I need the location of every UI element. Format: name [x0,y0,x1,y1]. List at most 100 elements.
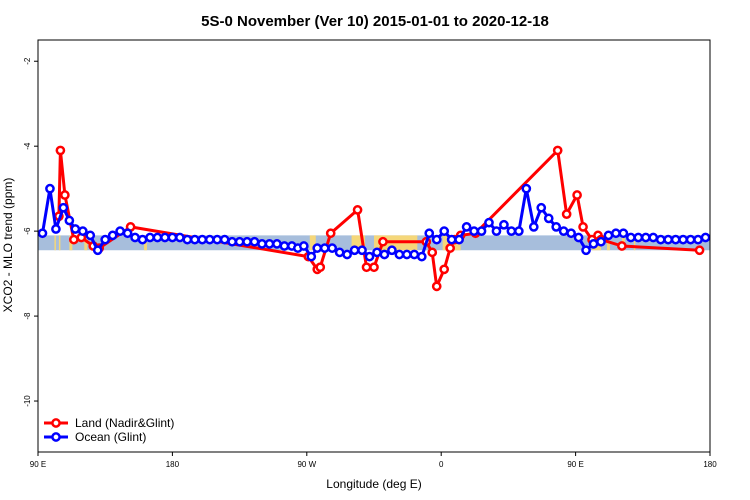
series-1-point-74 [581,245,591,256]
series-0-point-18 [431,281,442,292]
series-1-point-82 [640,232,651,243]
series-1-point-47 [379,249,390,260]
series-1-point-17 [160,232,170,243]
series-1-point-45 [364,251,375,262]
series-1-point-64 [506,226,517,236]
series-1-point-50 [402,249,412,260]
series-0-point-3 [68,234,79,245]
legend: Land (Nadir&Glint)Ocean (Glint) [44,416,174,444]
series-1-point-18 [167,232,178,243]
series-1-point-32 [272,239,282,249]
series-1-point-62 [491,226,502,236]
series-1-point-66 [521,183,532,194]
series-1-point-88 [685,234,696,245]
series-1-point-75 [588,239,599,249]
series-0-point-1 [55,145,66,156]
x-axis-title: Longitude (deg E) [326,477,421,491]
series-1-point-53 [424,228,435,239]
x-tick-label-1: 180 [166,460,180,469]
series-1-point-71 [558,226,569,236]
series-1-point-21 [189,234,200,245]
series-0-point-12 [352,205,363,215]
series-0-point-31 [617,241,627,251]
series-1-point-43 [349,245,360,256]
series-1-point-39 [319,243,330,253]
series-1-point-89 [693,234,703,245]
legend-marker-1 [51,432,61,442]
series-1-point-81 [633,232,644,243]
series-0-point-32 [694,245,705,256]
series-0-point-11 [325,228,336,239]
y-tick-label-3: -4 [23,142,32,150]
series-1-point-79 [618,228,629,239]
series-1-point-23 [204,234,215,245]
series-0-point-2 [60,190,70,200]
series-1-point-63 [499,219,509,230]
plot-frame [37,39,711,453]
series-1-point-84 [655,234,666,245]
series-layer [37,145,711,292]
series-1-point-24 [212,234,223,245]
series-0-point-27 [578,222,588,232]
series-1-point-5 [70,224,81,234]
series-1-point-10 [107,230,118,241]
series-1-point-51 [409,249,420,260]
series-1-point-0 [37,228,48,239]
series-1-point-13 [130,232,140,243]
y-axis: -10 -8 -6 -4 -2 [23,57,38,407]
series-1-point-14 [137,234,148,245]
series-0-point-26 [572,190,582,200]
series-1-point-6 [77,226,88,236]
x-axis: 90 E 180 90 W 0 90 E 180 [30,452,717,469]
y-tick-label-4: -2 [23,57,32,65]
series-0-point-14 [369,262,379,273]
series-1-point-83 [648,232,659,243]
x-tick-label-3: 0 [439,460,444,469]
series-1-point-16 [152,232,163,243]
chart-title: 5S-0 November (Ver 10) 2015-01-01 to 202… [201,13,549,30]
legend-label-1: Ocean (Glint) [75,430,146,444]
land-span-5 [309,235,316,251]
series-1-point-29 [249,236,260,247]
series-1-point-46 [372,247,382,258]
series-1-point-31 [264,239,275,249]
land-span-0 [54,235,56,251]
series-0-point-13 [361,262,372,273]
series-1-point-27 [234,236,245,247]
series-0-point-15 [378,236,388,247]
series-1-point-40 [327,243,338,253]
series-0-point-24 [552,145,563,156]
legend-label-0: Land (Nadir&Glint) [75,416,174,430]
series-1-point-42 [342,249,352,260]
series-1-point-52 [416,251,427,262]
legend-marker-0 [51,418,61,428]
series-0-point-10 [315,262,326,273]
series-1-point-15 [145,232,155,243]
series-1 [37,183,711,262]
series-1-point-4 [64,215,75,226]
y-axis-title: XCO2 - MLO trend (ppm) [1,178,15,313]
series-0-point-19 [439,264,450,275]
land-span-12 [633,235,636,251]
series-1-point-3 [58,202,69,213]
series-1-point-67 [528,222,539,232]
series-1-point-56 [446,234,457,245]
series-1-point-73 [573,232,584,243]
series-1-point-68 [536,202,547,213]
series-1-point-28 [242,236,252,247]
series-1-point-37 [306,251,317,262]
series-1-point-9 [100,234,111,245]
series-1-point-1 [45,183,55,194]
series-1-point-7 [85,230,96,241]
series-1-point-59 [469,226,479,236]
land-span-3 [84,235,88,251]
series-1-point-38 [312,243,323,253]
series-1-point-61 [484,217,494,228]
series-1-point-44 [357,245,367,256]
series-1-point-22 [197,234,208,245]
series-1-point-33 [279,241,290,251]
series-1-point-87 [678,234,688,245]
series-1-point-85 [663,234,674,245]
series-1-point-11 [115,226,125,236]
